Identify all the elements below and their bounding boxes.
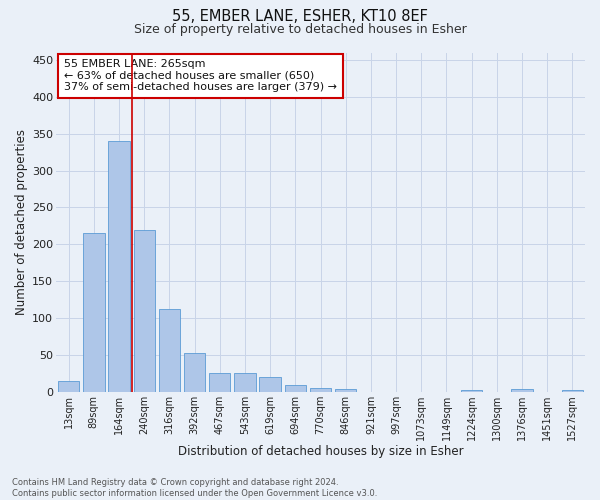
Text: Size of property relative to detached houses in Esher: Size of property relative to detached ho… [134, 22, 466, 36]
Bar [134, 230, 155, 392]
Bar [109, 141, 130, 392]
Bar [159, 310, 180, 392]
Bar [234, 372, 256, 392]
Y-axis label: Number of detached properties: Number of detached properties [15, 129, 28, 315]
Text: 55 EMBER LANE: 265sqm
← 63% of detached houses are smaller (650)
37% of semi-det: 55 EMBER LANE: 265sqm ← 63% of detached … [64, 60, 337, 92]
Bar [209, 372, 230, 392]
X-axis label: Distribution of detached houses by size in Esher: Distribution of detached houses by size … [178, 444, 463, 458]
Text: 55, EMBER LANE, ESHER, KT10 8EF: 55, EMBER LANE, ESHER, KT10 8EF [172, 9, 428, 24]
Bar [259, 377, 281, 392]
Bar [58, 381, 79, 392]
Bar [83, 234, 104, 392]
Bar [284, 384, 306, 392]
Bar [461, 390, 482, 392]
Bar [562, 390, 583, 392]
Bar [310, 388, 331, 392]
Bar [335, 389, 356, 392]
Bar [184, 353, 205, 392]
Bar [511, 389, 533, 392]
Text: Contains HM Land Registry data © Crown copyright and database right 2024.
Contai: Contains HM Land Registry data © Crown c… [12, 478, 377, 498]
